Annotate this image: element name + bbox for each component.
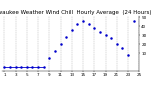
Title: Milwaukee Weather Wind Chill  Hourly Average  (24 Hours): Milwaukee Weather Wind Chill Hourly Aver… bbox=[0, 10, 151, 15]
